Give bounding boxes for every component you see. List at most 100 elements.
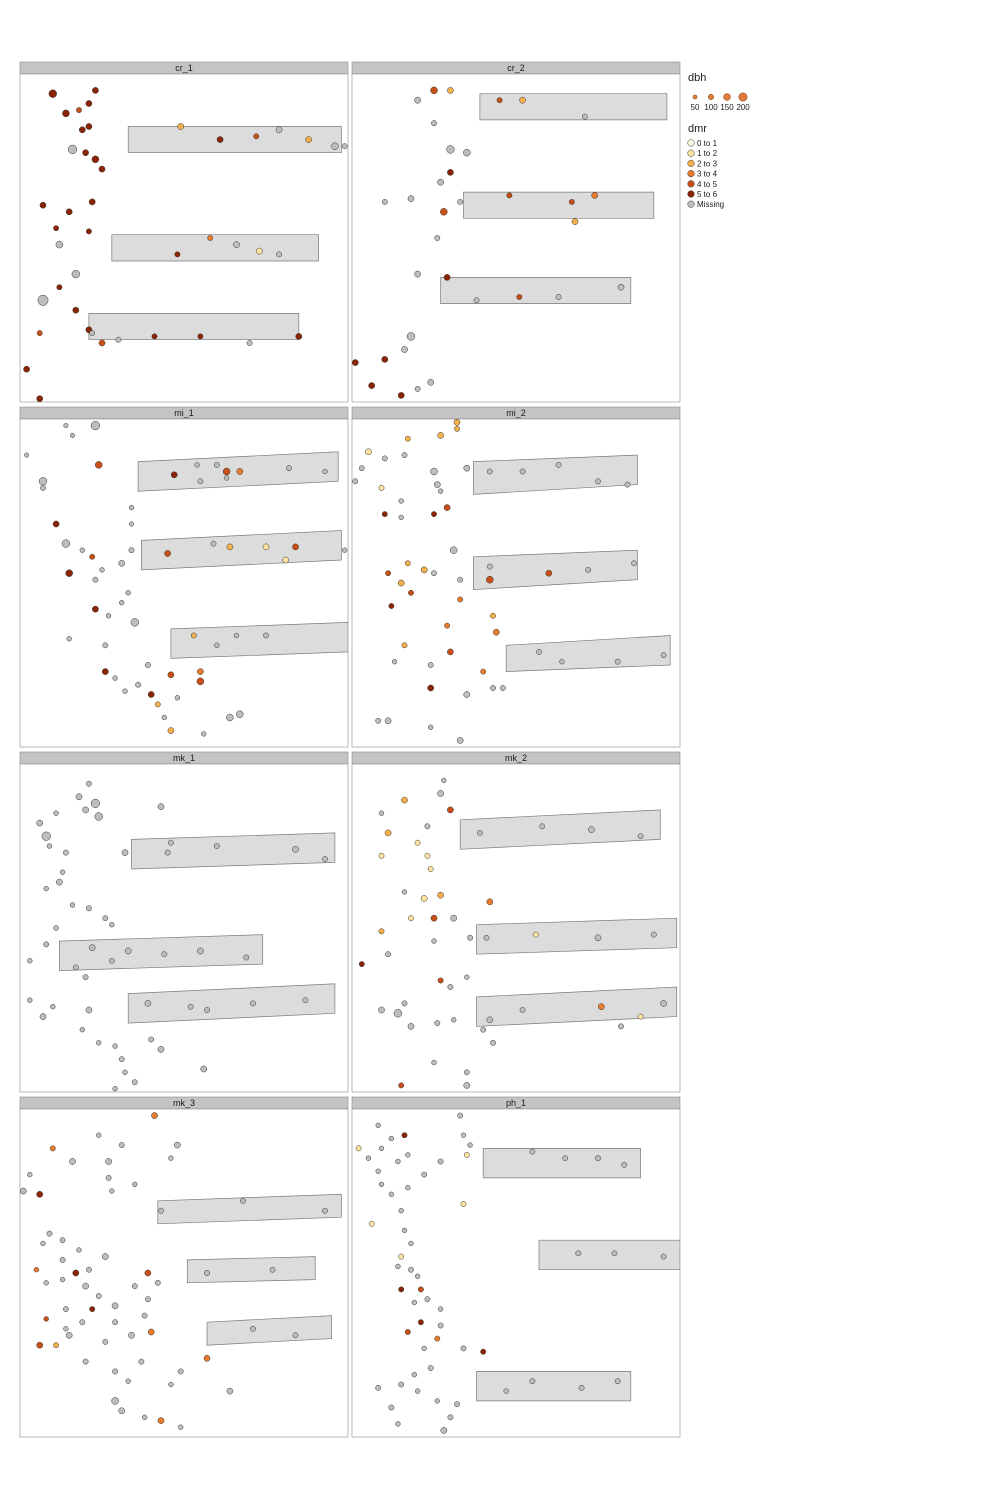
tree-point (141, 1414, 148, 1420)
tree-point (559, 659, 565, 665)
tree-point (322, 856, 328, 862)
legend-dmr-keys: 0 to 11 to 22 to 3 3 to 44 to 55 to 6Miss… (687, 139, 724, 209)
tree-point (457, 1112, 464, 1119)
tree-point (555, 294, 562, 300)
plot-polygon (131, 832, 336, 870)
tree-point (147, 691, 155, 698)
tree-point (407, 1023, 415, 1030)
tree-point (404, 1329, 411, 1335)
tree-point (529, 1378, 536, 1385)
tree-point (63, 849, 69, 856)
tree-point (214, 642, 220, 648)
tree-point (437, 432, 444, 439)
tree-point (411, 1372, 417, 1378)
tree-point (197, 333, 204, 340)
tree-point (427, 1365, 434, 1371)
tree-point (138, 1358, 145, 1365)
tree-point (226, 1387, 234, 1395)
tree-point (427, 378, 435, 386)
tree-point (457, 576, 464, 583)
tree-point (56, 878, 63, 886)
tree-point (157, 1046, 165, 1053)
tree-point (23, 365, 30, 373)
tree-point (128, 547, 135, 554)
tree-point (447, 806, 454, 814)
tree-point (27, 997, 33, 1003)
tree-point (408, 915, 414, 922)
tree-point (405, 1152, 411, 1158)
tree-point (424, 1296, 431, 1303)
tree-point (63, 1326, 69, 1332)
tree-point (197, 668, 204, 675)
tree-point (295, 333, 303, 340)
tree-point (457, 596, 464, 603)
tree-point (437, 1306, 444, 1312)
tree-point (154, 1279, 161, 1286)
tree-point (368, 1220, 375, 1227)
tree-point (157, 1417, 165, 1424)
tree-point (414, 839, 421, 846)
tree-point (431, 120, 437, 127)
tree-point (341, 143, 348, 150)
tree-point (164, 550, 171, 557)
tree-point (444, 622, 451, 629)
tree-point (398, 1381, 405, 1388)
tree-point (177, 123, 185, 130)
tree-point (451, 1017, 457, 1023)
tree-point (76, 107, 82, 113)
tree-point (378, 485, 385, 491)
tree-point (53, 810, 59, 816)
tree-point (430, 467, 438, 476)
tree-point (434, 1335, 441, 1342)
tree-point (595, 1155, 601, 1162)
tree-point (398, 1286, 405, 1293)
plot-polygon (463, 191, 655, 219)
tree-point (69, 1158, 76, 1165)
tree-point (99, 567, 105, 573)
tree-point (98, 339, 106, 347)
tree-point (385, 570, 392, 577)
tree-point (43, 885, 49, 892)
tree-point (408, 1266, 414, 1273)
tree-point (37, 294, 49, 306)
tree-point (457, 199, 464, 205)
tree-point (41, 831, 51, 841)
tree-point (375, 1122, 381, 1129)
tree-point (69, 902, 76, 908)
tree-point (90, 798, 100, 808)
tree-point (27, 1171, 33, 1178)
facet-strip-label: mk_2 (505, 753, 527, 763)
tree-point (144, 1000, 152, 1007)
tree-point (480, 1026, 487, 1033)
plot-polygon (476, 917, 678, 955)
tree-point (226, 713, 234, 722)
tree-point (78, 126, 86, 134)
tree-point (401, 1132, 408, 1139)
tree-point (378, 1181, 385, 1188)
tree-point (617, 283, 625, 291)
tree-point (401, 346, 408, 353)
tree-point (393, 1009, 403, 1018)
tree-point (36, 1341, 44, 1349)
tree-point (660, 652, 667, 659)
tree-point (102, 642, 109, 649)
legend-dmr-label: 1 to 2 (697, 149, 718, 158)
tree-point (131, 1079, 138, 1086)
tree-point (59, 1237, 66, 1244)
tree-point (411, 1299, 417, 1306)
tree-point (406, 332, 416, 341)
tree-point (233, 241, 240, 248)
tree-point (391, 659, 398, 665)
tree-point (405, 1185, 411, 1191)
plot-polygon (459, 809, 661, 850)
tree-point (240, 1197, 246, 1204)
tree-point (72, 964, 79, 971)
tree-point (398, 498, 404, 504)
tree-point (65, 208, 73, 216)
tree-point (243, 954, 250, 961)
tree-point (378, 1145, 385, 1152)
tree-point (59, 869, 66, 875)
tree-point (401, 889, 408, 895)
tree-point (286, 465, 292, 472)
tree-point (414, 96, 421, 104)
